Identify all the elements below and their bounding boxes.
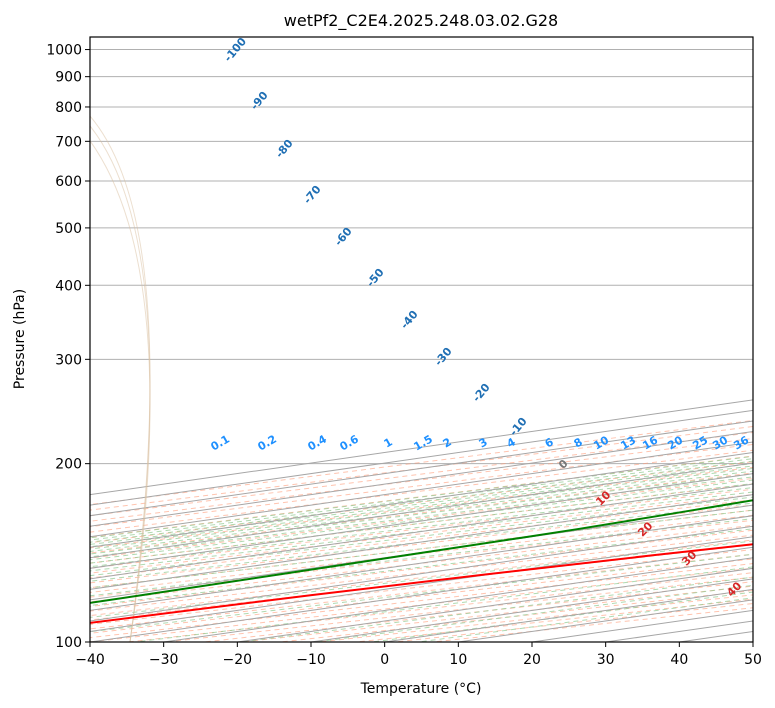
- x-tick-label: −30: [149, 652, 179, 668]
- x-tick-label: −20: [223, 652, 253, 668]
- dry-adiabat-line: [90, 488, 753, 569]
- y-tick-label: 900: [55, 70, 82, 86]
- y-tick-label: 700: [55, 134, 82, 150]
- x-tick-label: 40: [670, 652, 688, 668]
- dry-adiabat-line: [90, 509, 753, 589]
- y-tick-label: 100: [55, 635, 82, 651]
- y-tick-label: 500: [55, 221, 82, 237]
- isotherm-line: [90, 515, 753, 611]
- isotherm-line: [90, 494, 753, 590]
- x-ticks: −40 −30 −20 −10 0 10 20 30 40 50: [75, 642, 762, 668]
- y-tick-label: 400: [55, 278, 82, 294]
- chart-title: wetPf2_C2E4.2025.248.03.02.G28: [284, 11, 558, 31]
- dry-adiabat-line: [90, 466, 753, 549]
- isotherm-line: [90, 452, 753, 548]
- x-tick-label: 0: [380, 652, 389, 668]
- y-tick-label: 1000: [46, 43, 82, 59]
- dry-adiabat-line: [90, 514, 753, 593]
- y-axis-label: Pressure (hPa): [12, 289, 28, 389]
- isotherm-line: [90, 462, 753, 559]
- y-tick-label: 300: [55, 352, 82, 368]
- faint-curve-line: [90, 139, 151, 642]
- y-ticks: 100 200 300 400 500 600 700 800 900 1000: [46, 43, 90, 651]
- x-tick-label: 10: [449, 652, 467, 668]
- x-tick-label: 20: [523, 652, 541, 668]
- dry-adiabat-line: [90, 524, 753, 603]
- dry-adiabat-line: [90, 499, 753, 579]
- isotherm-line: [90, 483, 753, 580]
- dry-adiabat-line: [90, 477, 753, 559]
- y-tick-label: 200: [55, 457, 82, 473]
- x-tick-label: 50: [744, 652, 762, 668]
- y-tick-label: 600: [55, 174, 82, 190]
- x-tick-label: −40: [75, 652, 105, 668]
- plot-frame: [89, 36, 754, 643]
- x-axis-label: Temperature (°C): [360, 681, 482, 697]
- isotherm-line: [90, 473, 753, 569]
- isotherm-line: [90, 525, 753, 622]
- x-tick-label: −10: [296, 652, 326, 668]
- isotherm-line: [90, 536, 753, 632]
- y-tick-label: 800: [55, 100, 82, 116]
- x-tick-label: 30: [597, 652, 615, 668]
- dry-adiabat-line: [90, 534, 753, 612]
- faint-curve-line: [90, 125, 151, 642]
